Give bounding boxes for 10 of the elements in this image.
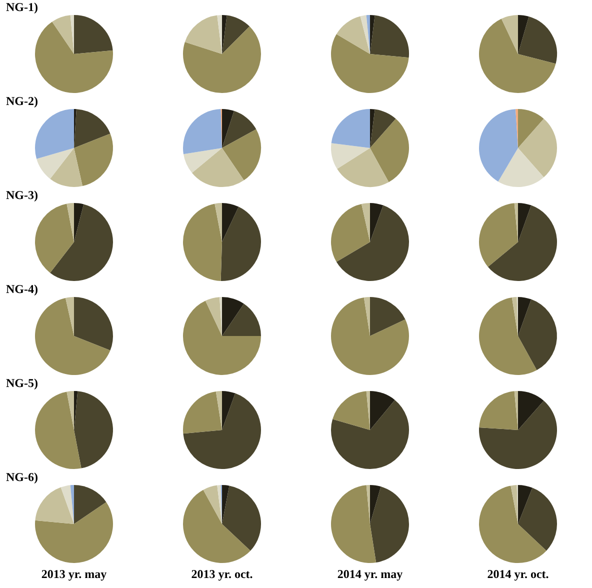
- chart-title: NG-3): [6, 188, 38, 202]
- text: 2013 yr. oct.: [191, 567, 253, 581]
- text: 2013 yr. may: [41, 567, 107, 581]
- chart-title: NG-4): [6, 282, 38, 296]
- chart-title: NG-1): [6, 0, 38, 14]
- text: 2014 yr. oct.: [487, 567, 549, 581]
- text: 2014 yr. may: [337, 567, 403, 581]
- chart-title: NG-5): [6, 376, 38, 390]
- chart-title: NG-2): [6, 94, 38, 108]
- chart-title: NG-6): [6, 470, 38, 484]
